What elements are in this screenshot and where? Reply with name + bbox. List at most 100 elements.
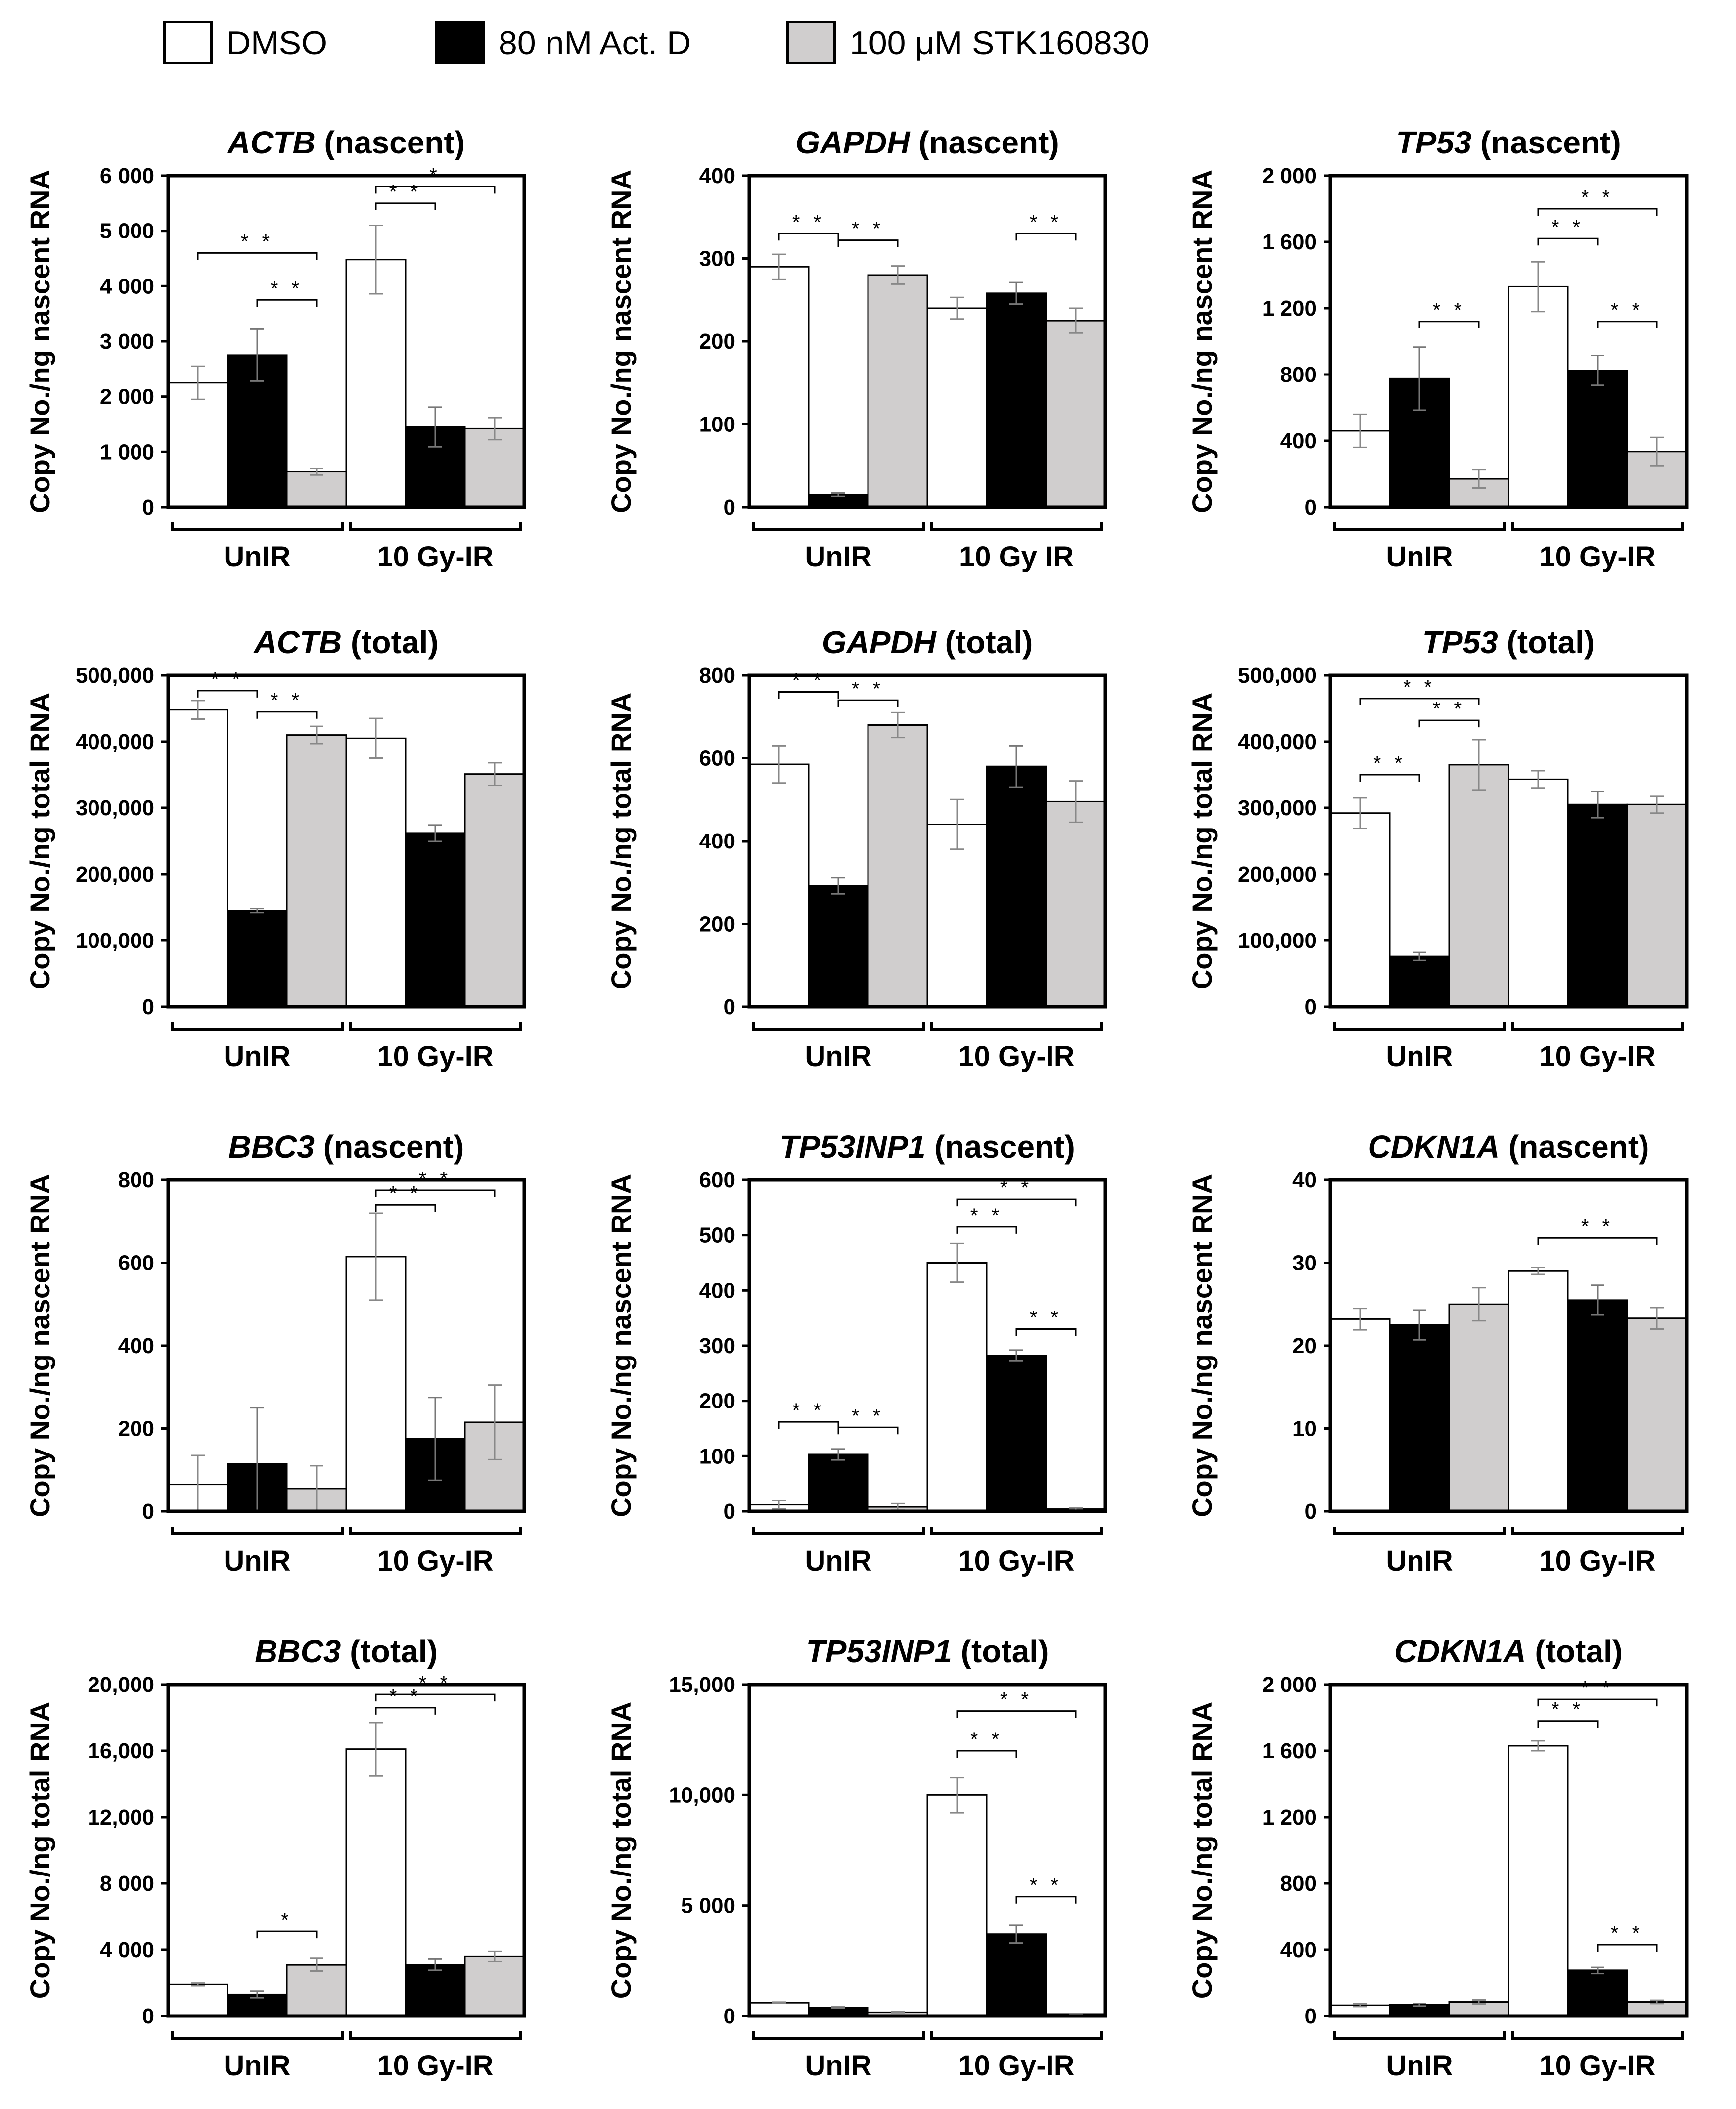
significance-bracket <box>375 1189 496 1197</box>
y-tick-label: 1 000 <box>100 440 154 464</box>
y-tick-label: 15,000 <box>669 1673 735 1697</box>
significance-bracket <box>197 252 318 260</box>
y-axis-label: Copy No./ng nascent RNA <box>24 1174 55 1517</box>
bar <box>748 2002 810 2017</box>
chart-title-gene: TP53INP1 <box>779 1129 925 1165</box>
bar <box>926 307 988 508</box>
plot-frame <box>1328 174 1689 509</box>
y-tick-label: 2 000 <box>1262 1673 1317 1697</box>
bar <box>926 824 988 1008</box>
significance-stars: * * <box>389 181 422 203</box>
y-tick-label: 400 <box>1280 429 1317 453</box>
bar <box>405 832 466 1008</box>
bar <box>1329 812 1391 1008</box>
y-axis-label: Copy No./ng total RNA <box>605 1702 637 1999</box>
y-tick-label: 5 000 <box>681 1894 735 1918</box>
bar <box>1508 1270 1569 1512</box>
significance-stars: * * <box>792 1400 825 1421</box>
significance-stars: * * <box>852 1405 884 1427</box>
significance-bracket <box>956 1198 1077 1207</box>
y-axis-label: Copy No./ng total RNA <box>1187 693 1218 989</box>
y-tick-label: 200,000 <box>1238 862 1317 887</box>
plot-frame <box>1328 673 1689 1009</box>
significance-stars: * * <box>1581 187 1614 208</box>
bar <box>986 1933 1047 2017</box>
y-tick-label: 0 <box>724 495 735 519</box>
significance-stars: * * <box>1581 1677 1614 1699</box>
chart-title-gene: BBC3 <box>228 1129 315 1165</box>
y-tick-label: 300,000 <box>1238 796 1317 820</box>
bar <box>1626 803 1688 1008</box>
chart-gapdh-nascent: GAPDH (nascent) Copy No./ng nascent RNA 0 1… <box>605 125 1107 573</box>
group-label: 10 Gy-IR <box>377 1040 493 1073</box>
bar <box>167 382 228 508</box>
significance-stars: * * <box>1433 698 1465 720</box>
group-label: 10 Gy IR <box>959 541 1074 573</box>
chart-title-kind: (nascent) <box>316 125 465 160</box>
y-tick-label: 20,000 <box>88 1673 154 1697</box>
group-bracket <box>1511 522 1684 531</box>
significance-stars: * <box>281 1909 293 1931</box>
bar <box>1045 320 1106 508</box>
group-bracket <box>752 522 925 531</box>
group-bracket <box>752 2031 925 2040</box>
chart-title-bbc3-nascent: BBC3 (nascent) <box>228 1129 464 1165</box>
significance-stars: * * <box>792 670 825 692</box>
y-tick-label: 300 <box>699 247 735 271</box>
significance-stars: * * <box>419 1672 452 1694</box>
chart-title-kind: (nascent) <box>925 1129 1075 1165</box>
y-tick-label: 800 <box>1280 1872 1317 1896</box>
group-label: 10 Gy-IR <box>958 1545 1074 1577</box>
significance-bracket <box>1537 208 1658 216</box>
significance-bracket <box>375 202 436 210</box>
group-bracket <box>171 1527 344 1535</box>
y-tick-label: 0 <box>724 1500 735 1524</box>
y-tick-label: 500,000 <box>1238 663 1317 688</box>
significance-stars: * * <box>1581 1216 1614 1237</box>
chart-title-kind: (total) <box>936 624 1033 660</box>
y-tick-label: 2 000 <box>100 385 154 409</box>
bar <box>986 765 1047 1008</box>
y-tick-label: 600 <box>699 1168 735 1192</box>
chart-title-kind: (nascent) <box>910 125 1059 160</box>
y-tick-label: 3 000 <box>100 329 154 354</box>
group-bracket <box>171 2031 344 2040</box>
y-tick-label: 200 <box>699 912 735 937</box>
bar <box>1508 1745 1569 2017</box>
significance-bracket <box>375 1707 436 1715</box>
chart-title-gene: GAPDH <box>822 624 937 660</box>
y-tick-label: 1 600 <box>1262 230 1317 254</box>
chart-title-gapdh-total: GAPDH (total) <box>822 624 1033 660</box>
chart-title-tp53-total: TP53 (total) <box>1422 624 1595 660</box>
y-tick-label: 100 <box>699 1444 735 1468</box>
legend-swatch-stk <box>786 21 836 64</box>
bar <box>748 763 810 1008</box>
significance-stars: * * <box>792 211 825 233</box>
bar <box>1045 800 1106 1008</box>
chart-title-kind: (total) <box>1526 1634 1623 1669</box>
y-tick-label: 600 <box>118 1251 154 1275</box>
y-tick-label: 2 000 <box>1262 164 1317 188</box>
group-label: UnIR <box>805 541 871 573</box>
chart-tp53-nascent: TP53 (nascent) Copy No./ng nascent RNA 0 40… <box>1187 125 1689 573</box>
y-tick-label: 16,000 <box>88 1739 154 1763</box>
y-tick-label: 1 200 <box>1262 296 1317 321</box>
significance-bracket <box>1537 237 1599 246</box>
chart-gapdh-total: GAPDH (total) Copy No./ng total RNA 0 200 40… <box>605 624 1107 1073</box>
significance-stars: * <box>429 164 441 186</box>
bar <box>227 910 288 1008</box>
group-bracket <box>930 2031 1103 2040</box>
y-tick-label: 400 <box>699 1278 735 1303</box>
group-bracket <box>930 1022 1103 1031</box>
significance-stars: * * <box>1552 216 1584 238</box>
group-label: 10 Gy-IR <box>377 1545 493 1577</box>
significance-bracket <box>1359 698 1480 705</box>
significance-stars: * * <box>852 678 884 700</box>
y-tick-label: 0 <box>724 2004 735 2028</box>
group-bracket <box>349 2031 522 2040</box>
y-tick-label: 40 <box>1292 1168 1317 1192</box>
significance-stars: * * <box>1611 299 1644 321</box>
bar <box>986 292 1047 508</box>
significance-stars: * * <box>970 1729 1003 1750</box>
y-tick-label: 400,000 <box>76 730 154 754</box>
